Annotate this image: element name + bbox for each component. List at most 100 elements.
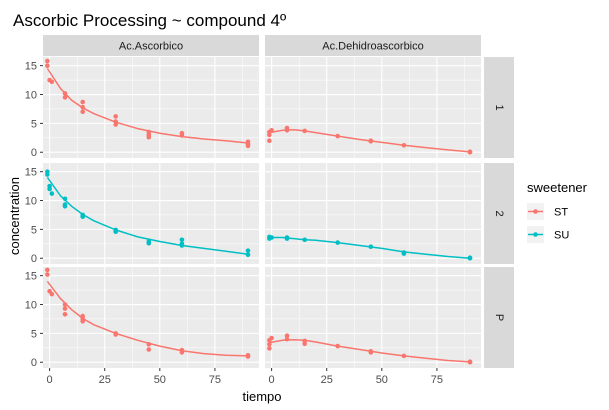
panel-2-ac-dehidroascorbico-background — [265, 163, 481, 264]
panel-2-ac-ascorbico-point-su — [245, 248, 251, 253]
strip-row-2 — [484, 163, 514, 264]
panel-1-ac-ascorbico-background — [43, 57, 259, 158]
panel-1-ac-dehidroascorbico-point-st — [335, 133, 341, 139]
panel-2-ac-dehidroascorbico-point-su — [302, 237, 308, 243]
legend-label-st: ST — [554, 207, 568, 219]
panel-1-ac-dehidroascorbico-point-st — [284, 128, 290, 133]
strip-label-ac-dehidroascorbico: Ac.Dehidroascorbico — [322, 41, 424, 53]
panel-1-ac-dehidroascorbico-fit-line-st — [269, 128, 471, 153]
x-tick-label: 75 — [209, 374, 221, 386]
panel-1-ac-ascorbico-fit-line-st — [46, 68, 249, 144]
panel-2-ac-ascorbico-point-su — [47, 186, 52, 192]
panel-1-ac-ascorbico-point-st — [245, 143, 251, 149]
strip-ac-ascorbico — [43, 35, 259, 56]
panel-2-ac-ascorbico-point-su — [49, 191, 55, 196]
panel-1-ac-dehidroascorbico-point-st — [467, 149, 473, 155]
panel-1-ac-dehidroascorbico-point-st — [401, 143, 407, 148]
y-tick-label: 5 — [31, 118, 37, 130]
panel-1-ac-dehidroascorbico-point-st — [269, 128, 274, 133]
legend: sweetener ST SU — [527, 180, 588, 243]
panel-p-ac-dehidroascorbico-point-st — [284, 333, 290, 339]
panel-p-ac-dehidroascorbico-point-st — [267, 346, 272, 351]
panel-1-ac-ascorbico-point-st — [80, 99, 85, 105]
panel-p-ac-ascorbico-point-st — [62, 312, 68, 317]
x-tick-label: 25 — [99, 374, 111, 386]
panel-p-ac-dehidroascorbico-fit-line-st — [269, 338, 471, 363]
x-axis-title: tiempo — [242, 389, 281, 404]
panel-p-ac-dehidroascorbico-point-st — [284, 336, 290, 342]
y-tick-label: 15 — [25, 167, 37, 179]
panel-p-ac-ascorbico-fit-line-st — [46, 280, 249, 357]
panel-2-ac-ascorbico-fit-line-su — [46, 176, 249, 255]
chart-title: Ascorbic Processing ~ compound 4º — [13, 11, 286, 30]
panel-p-ac-ascorbico-point-st — [45, 267, 50, 273]
y-tick-label: 0 — [31, 147, 37, 159]
panel-1-ac-dehidroascorbico-background — [265, 57, 481, 158]
legend-label-su: SU — [554, 230, 569, 242]
panel-1-ac-ascorbico-point-st — [179, 133, 185, 138]
panel-p-ac-ascorbico-point-st — [179, 350, 185, 355]
panel-1-ac-ascorbico-point-st — [45, 58, 50, 64]
legend-point-su — [533, 232, 538, 237]
panel-2-ac-dehidroascorbico-point-su — [467, 255, 473, 261]
x-tick-label: 75 — [431, 374, 443, 386]
panel-p-ac-dehidroascorbico-point-st — [401, 353, 407, 359]
panel-p-ac-dehidroascorbico-point-st — [302, 341, 308, 347]
y-tick-label: 5 — [31, 224, 37, 236]
panel-1-ac-ascorbico-point-st — [62, 91, 68, 96]
x-tick-label: 50 — [376, 374, 388, 386]
panel-1-ac-ascorbico-point-st — [45, 63, 50, 68]
panel-p-ac-ascorbico-background — [43, 267, 259, 368]
panel-2-ac-dehidroascorbico-fit-line-su — [269, 236, 471, 259]
strip-row-label-1: 1 — [493, 104, 505, 110]
panel-1-ac-ascorbico-point-st — [113, 122, 118, 127]
y-tick-label: 5 — [31, 328, 37, 340]
panel-1-ac-dehidroascorbico-point-st — [267, 132, 272, 138]
strip-ac-dehidroascorbico — [265, 35, 481, 56]
panel-1-ac-dehidroascorbico-point-st — [368, 139, 374, 144]
legend-title: sweetener — [527, 180, 588, 195]
y-tick-label: 10 — [25, 90, 37, 102]
x-tick-label: 25 — [321, 374, 333, 386]
panel-1-ac-ascorbico-point-st — [62, 95, 68, 100]
x-tick-label: 0 — [47, 374, 53, 386]
panel-2-ac-dehidroascorbico-point-su — [269, 235, 274, 240]
panel-1-ac-ascorbico-point-st — [113, 114, 118, 119]
strip-row-label-p: P — [493, 314, 505, 321]
y-axis-title: concentration — [7, 177, 22, 255]
legend-point-st — [533, 209, 538, 214]
panel-1-ac-dehidroascorbico-point-st — [267, 138, 272, 143]
panel-1-ac-ascorbico-point-st — [146, 134, 152, 140]
strip-row-label-2: 2 — [493, 210, 505, 216]
panel-p-ac-ascorbico-point-st — [113, 332, 118, 337]
panel-p-ac-dehidroascorbico-point-st — [267, 342, 272, 347]
panel-1-ac-ascorbico-point-st — [49, 79, 55, 85]
panel-2-ac-ascorbico-point-su — [179, 237, 185, 243]
panel-p-ac-dehidroascorbico-point-st — [368, 350, 374, 355]
x-tick-label: 0 — [269, 374, 275, 386]
panels: Ac.Ascorbico Ac.Dehidroascorbico 1 2 P 0 5 10 15… — [25, 35, 514, 386]
panel-p-ac-dehidroascorbico-point-st — [269, 335, 274, 341]
panel-2-ac-ascorbico-point-su — [146, 240, 152, 246]
y-tick-label: 10 — [25, 300, 37, 312]
panel-2-ac-dehidroascorbico-point-su — [401, 251, 407, 256]
y-tick-label: 15 — [25, 271, 37, 283]
panel-2-ac-dehidroascorbico-point-su — [368, 244, 374, 249]
panel-p-ac-ascorbico-point-st — [80, 319, 85, 324]
strip-label-ac-ascorbico: Ac.Ascorbico — [119, 41, 183, 53]
panel-2-ac-ascorbico-point-su — [62, 204, 68, 209]
panel-2-ac-ascorbico-point-su — [62, 196, 68, 202]
x-tick-label: 50 — [154, 374, 166, 386]
panel-2-ac-ascorbico-point-su — [179, 243, 185, 248]
panel-p-ac-dehidroascorbico-point-st — [467, 359, 473, 365]
panel-p-ac-ascorbico-point-st — [49, 291, 55, 297]
y-tick-label: 0 — [31, 357, 37, 369]
panel-2-ac-ascorbico-background — [43, 163, 259, 264]
panel-p-ac-ascorbico-point-st — [146, 347, 152, 352]
panel-2-ac-dehidroascorbico-point-su — [284, 236, 290, 241]
panel-p-ac-ascorbico-point-st — [62, 306, 68, 311]
panel-2-ac-ascorbico-point-su — [113, 229, 118, 234]
panel-p-ac-ascorbico-point-st — [62, 302, 68, 307]
strip-row-1 — [484, 57, 514, 158]
y-tick-label: 15 — [25, 61, 37, 73]
